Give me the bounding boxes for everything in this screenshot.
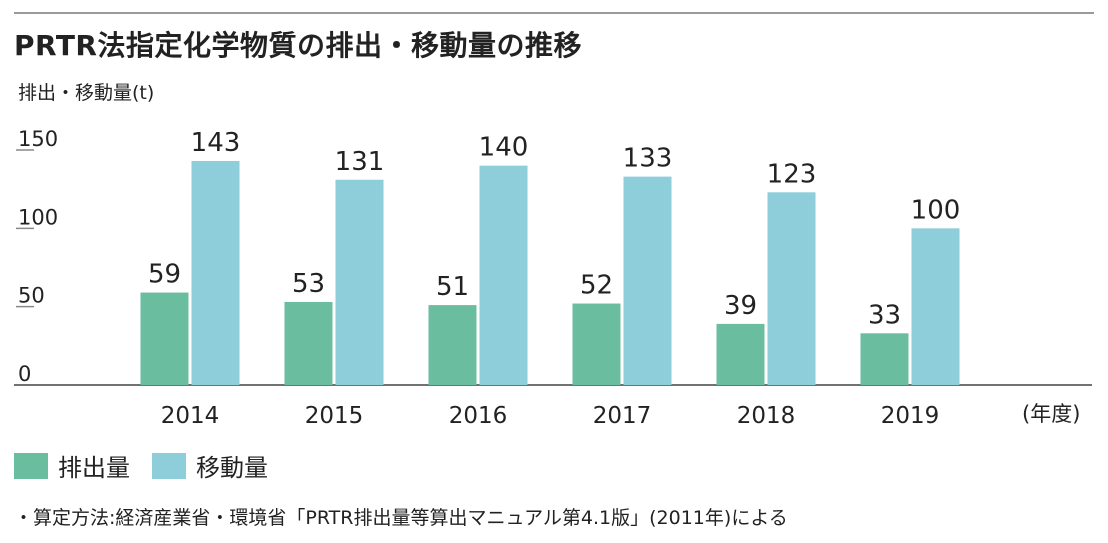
x-tick-label: 2016 xyxy=(449,403,508,429)
y-tick-label: 0 xyxy=(18,362,31,386)
bar-emission xyxy=(284,301,333,385)
chart-title: PRTR法指定化学物質の排出・移動量の推移 xyxy=(14,29,582,62)
bar-emission xyxy=(860,333,909,385)
legend-swatch-emission xyxy=(14,452,48,479)
data-label-transfer: 123 xyxy=(767,159,817,189)
footnote: ・算定方法:経済産業省・環境省「PRTR排出量等算出マニュアル第4.1版」(20… xyxy=(14,507,788,529)
legend: 排出量 移動量 xyxy=(14,448,290,483)
bar-transfer xyxy=(767,192,816,385)
bar-transfer xyxy=(335,179,384,385)
data-label-transfer: 140 xyxy=(479,133,529,163)
bar-transfer xyxy=(623,176,672,385)
data-label-emission: 33 xyxy=(868,300,901,330)
bar-emission xyxy=(140,292,189,385)
top-rule xyxy=(14,12,1094,14)
data-label-transfer: 133 xyxy=(623,144,673,174)
data-label-emission: 39 xyxy=(724,291,757,321)
x-tick-label: 2017 xyxy=(593,403,652,429)
bar-transfer xyxy=(479,165,528,385)
bar-emission xyxy=(428,305,477,385)
legend-label-emission: 排出量 xyxy=(58,454,130,482)
bar-emission xyxy=(716,323,765,385)
legend-item-transfer: 移動量 xyxy=(152,448,268,483)
x-tick-label: 2019 xyxy=(881,403,940,429)
bar-transfer xyxy=(191,160,240,385)
data-label-emission: 53 xyxy=(292,269,325,299)
x-tick-label: 2018 xyxy=(737,403,796,429)
y-tick-label: 100 xyxy=(18,205,58,229)
data-label-transfer: 100 xyxy=(911,195,961,225)
x-tick-label: 2015 xyxy=(305,403,364,429)
x-tick-label: 2014 xyxy=(161,403,220,429)
legend-swatch-transfer xyxy=(152,452,186,479)
data-label-emission: 59 xyxy=(148,260,181,290)
data-label-transfer: 131 xyxy=(335,147,385,177)
bar-transfer xyxy=(911,228,960,385)
legend-label-transfer: 移動量 xyxy=(196,454,268,482)
y-tick-label: 150 xyxy=(18,127,58,151)
y-axis-label: 排出・移動量(t) xyxy=(18,82,155,104)
legend-item-emission: 排出量 xyxy=(14,448,130,483)
bar-chart: 0 50 100 150 59 143 2014 53 131 2015 51 140 2016 52 13… xyxy=(14,127,1092,429)
data-label-emission: 52 xyxy=(580,271,613,301)
x-axis-unit-label: (年度) xyxy=(1022,402,1081,426)
data-label-emission: 51 xyxy=(436,272,469,302)
data-label-transfer: 143 xyxy=(191,128,241,158)
bar-emission xyxy=(572,303,621,385)
y-tick-label: 50 xyxy=(18,284,45,308)
